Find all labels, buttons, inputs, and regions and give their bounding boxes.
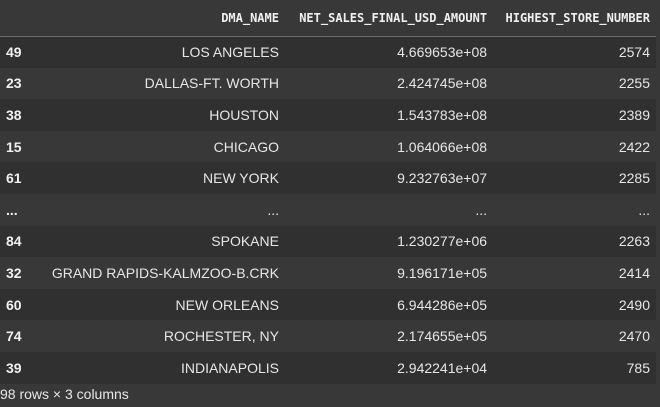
row-index: 23 [6, 75, 22, 92]
table-row: 38 HOUSTON 1.543783e+08 2389 [0, 99, 656, 131]
row-index: 49 [6, 44, 22, 61]
cell-dma-name: DALLAS-FT. WORTH [144, 75, 279, 92]
cell-net-sales: 1.230277e+06 [397, 233, 488, 250]
header-row: DMA_NAME NET_SALES_FINAL_USD_AMOUNT HIGH… [0, 0, 656, 37]
cell-dma-name: GRAND RAPIDS-KALMZOO-B.CRK [51, 264, 279, 281]
column-header-net-sales: NET_SALES_FINAL_USD_AMOUNT [284, 0, 494, 37]
row-index: 60 [6, 296, 22, 313]
table-row: 74 ROCHESTER, NY 2.174655e+05 2470 [0, 320, 656, 352]
cell-net-sales: 2.424745e+08 [397, 75, 488, 92]
cell-net-sales: 1.064066e+08 [397, 138, 488, 155]
cell-highest-store-number: 2490 [618, 296, 650, 313]
cell-net-sales: 9.232763e+07 [397, 170, 488, 187]
row-index: 74 [6, 328, 22, 345]
cell-dma-name: INDIANAPOLIS [180, 359, 279, 376]
cell-dma-name: CHICAGO [213, 138, 279, 155]
cell-highest-store-number: 2255 [618, 75, 650, 92]
cell-highest-store-number: 785 [626, 359, 650, 376]
row-index: 61 [6, 170, 22, 187]
column-header-dma-name: DMA_NAME [36, 0, 285, 37]
table-body: 49 LOS ANGELES 4.669653e+08 2574 23 DALL… [0, 36, 656, 384]
cell-net-sales: 1.543783e+08 [397, 106, 488, 123]
row-index: 32 [6, 264, 22, 281]
table-header: DMA_NAME NET_SALES_FINAL_USD_AMOUNT HIGH… [0, 0, 656, 37]
table-row: 23 DALLAS-FT. WORTH 2.424745e+08 2255 [0, 67, 656, 100]
cell-dma-name: LOS ANGELES [181, 44, 279, 61]
table-row: 15 CHICAGO 1.064066e+08 2422 [0, 130, 656, 163]
cell-highest-store-number: 2263 [618, 233, 650, 250]
row-index: ... [6, 201, 18, 218]
cell-highest-store-number: 2574 [618, 44, 650, 61]
cell-dma-name: NEW YORK [203, 170, 279, 187]
cell-dma-name: ROCHESTER, NY [163, 328, 279, 345]
row-index: 38 [6, 106, 22, 123]
table-row: 39 INDIANAPOLIS 2.942241e+04 785 [0, 351, 656, 384]
cell-highest-store-number: 2414 [618, 264, 650, 281]
cell-dma-name: NEW ORLEANS [175, 296, 279, 313]
dataframe-table: DMA_NAME NET_SALES_FINAL_USD_AMOUNT HIGH… [0, 0, 656, 384]
cell-net-sales: 4.669653e+08 [397, 44, 488, 61]
column-header-highest-store-number: HIGHEST_STORE_NUMBER [493, 0, 656, 37]
index-header [0, 0, 36, 37]
cell-dma-name: SPOKANE [211, 233, 279, 250]
table-row: 60 NEW ORLEANS 6.944286e+05 2490 [0, 288, 656, 321]
cell-net-sales: 6.944286e+05 [397, 296, 488, 313]
table-row: 32 GRAND RAPIDS-KALMZOO-B.CRK 9.196171e+… [0, 257, 656, 289]
row-index: 15 [6, 138, 22, 155]
cell-net-sales: ... [475, 201, 488, 218]
cell-highest-store-number: 2470 [618, 328, 650, 345]
cell-net-sales: 2.174655e+05 [397, 328, 488, 345]
cell-highest-store-number: 2285 [618, 170, 650, 187]
cell-net-sales: 2.942241e+04 [397, 359, 488, 376]
dataframe-shape-text: 98 rows × 3 columns [0, 386, 129, 402]
cell-net-sales: 9.196171e+05 [397, 264, 488, 281]
cell-dma-name: ... [267, 201, 279, 218]
table-row: 49 LOS ANGELES 4.669653e+08 2574 [0, 36, 656, 68]
cell-highest-store-number: 2422 [618, 138, 650, 155]
table-row: 84 SPOKANE 1.230277e+06 2263 [0, 225, 656, 258]
cell-highest-store-number: ... [638, 201, 650, 218]
row-index: 84 [6, 233, 22, 250]
table-row: 61 NEW YORK 9.232763e+07 2285 [0, 162, 656, 194]
table-row-ellipsis: ... ... ... ... [0, 193, 656, 226]
cell-highest-store-number: 2389 [618, 106, 650, 123]
row-index: 39 [6, 359, 22, 376]
cell-dma-name: HOUSTON [209, 106, 279, 123]
